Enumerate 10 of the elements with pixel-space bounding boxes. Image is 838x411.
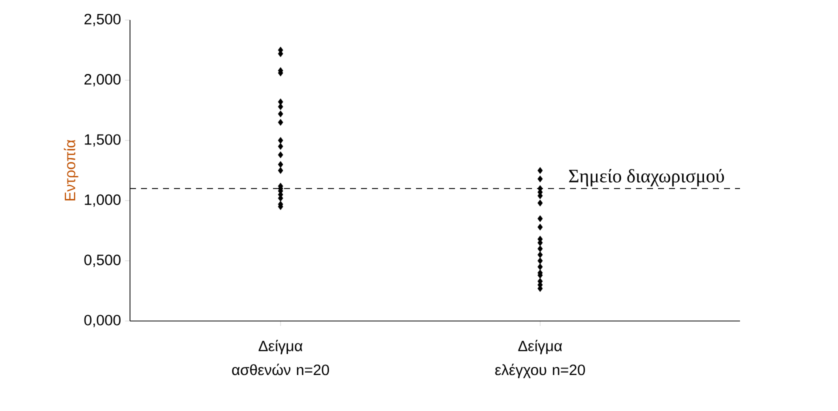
y-axis-title: Εντροπία (64, 140, 78, 200)
y-tick-label: 2,500 (84, 14, 121, 26)
y-tick-label: 1,500 (84, 134, 121, 147)
x-tick-label: Δείγμα ασθενών n=20 (232, 340, 329, 376)
x-tick-label: Δείγμα ελέγχου n=20 (495, 340, 585, 378)
y-tick-label: 0,000 (84, 314, 121, 328)
ref-line-label: Σημείο διαχωρισμού (569, 168, 724, 186)
y-tick-label: 1,000 (84, 194, 121, 207)
y-tick-label: 0,500 (84, 254, 121, 267)
y-tick-label: 2,000 (84, 74, 121, 86)
